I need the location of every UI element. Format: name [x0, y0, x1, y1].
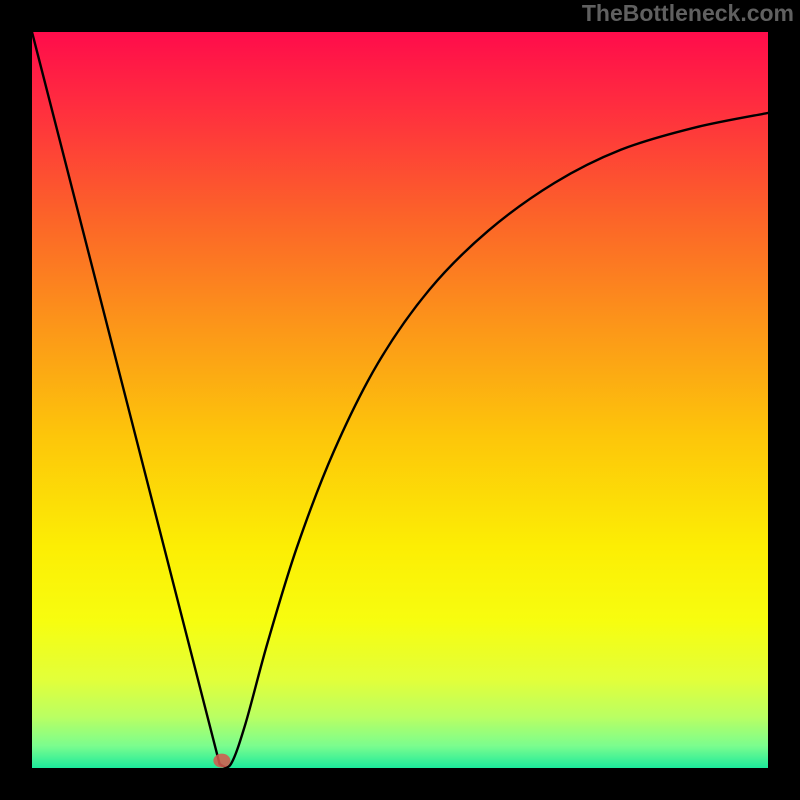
gradient-background — [32, 32, 768, 768]
watermark-text: TheBottleneck.com — [582, 0, 794, 27]
plot-area — [32, 32, 768, 768]
plot-svg — [32, 32, 768, 768]
minimum-marker — [213, 754, 230, 768]
chart-container: TheBottleneck.com — [0, 0, 800, 800]
